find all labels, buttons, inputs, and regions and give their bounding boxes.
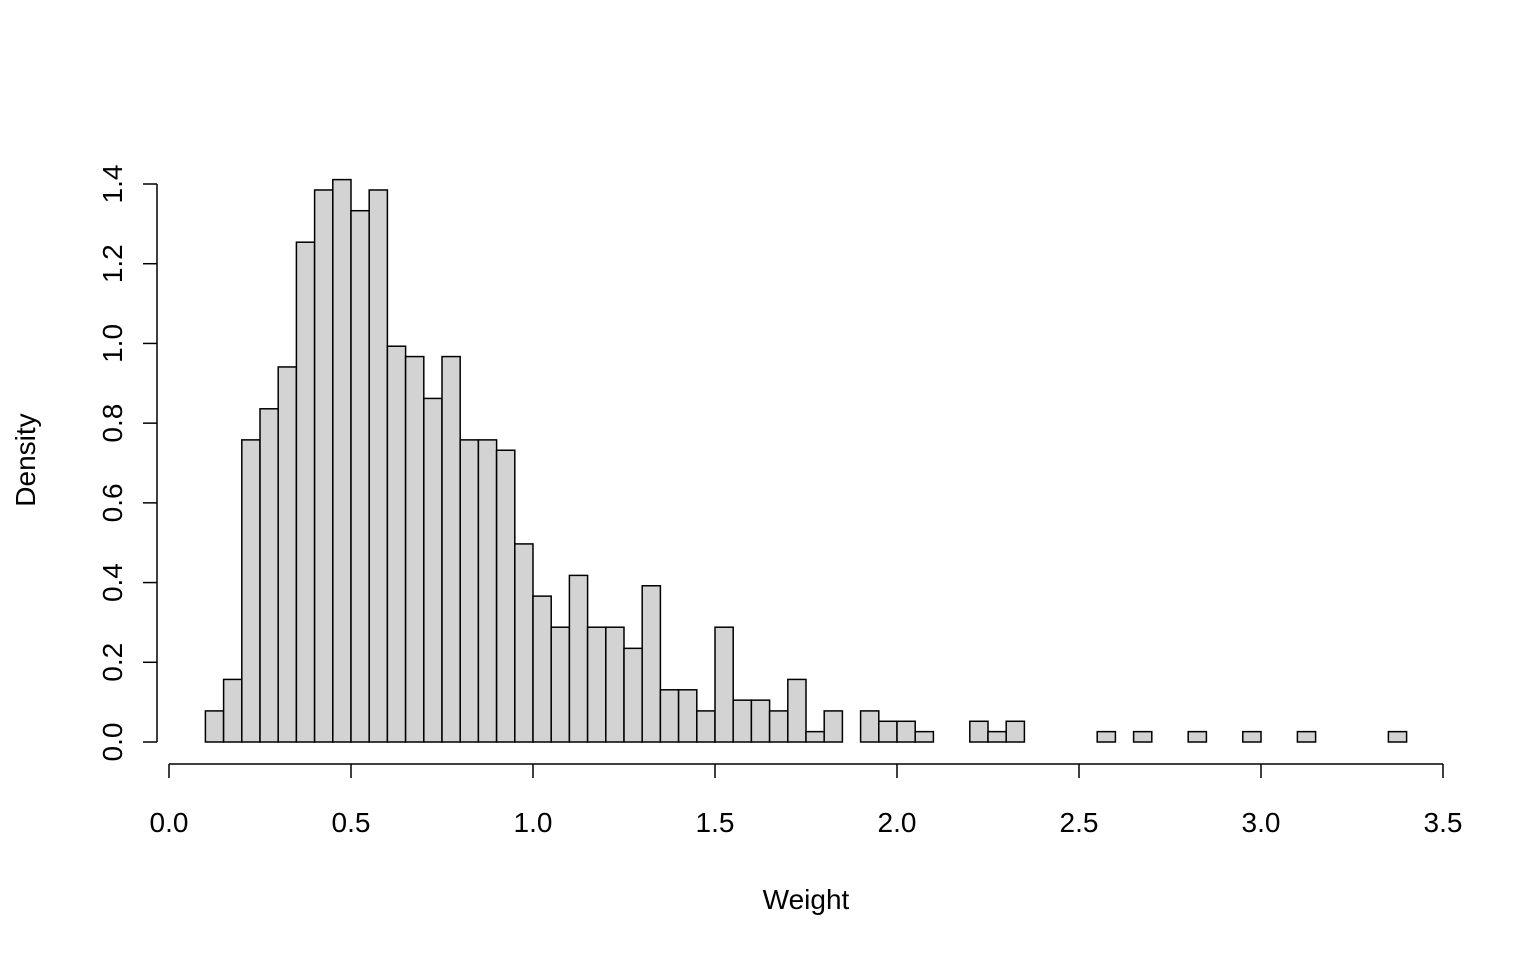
histogram-bar (259, 408, 279, 743)
histogram-bar (805, 730, 825, 743)
histogram-bar (969, 720, 989, 743)
histogram-bar (295, 241, 316, 743)
x-tick-label: 0.0 (150, 807, 189, 838)
histogram-bar (477, 439, 498, 743)
histogram-bar (641, 585, 662, 743)
histogram-bar (332, 178, 352, 743)
histogram-bar (568, 574, 589, 743)
histogram-bar (823, 710, 844, 743)
x-axis-label: Weight (763, 884, 850, 915)
histogram-bar (514, 543, 534, 743)
histogram-bar (732, 699, 753, 743)
x-axis: 0.0 0.5 1.0 1.5 2.0 2.5 3.0 3.5 (150, 763, 1463, 838)
histogram-bar (313, 189, 334, 743)
histogram-bar (1005, 720, 1026, 743)
histogram-bar (1296, 730, 1317, 743)
histogram-bar (1096, 730, 1117, 743)
x-tick-label: 0.5 (332, 807, 371, 838)
histogram-bar (696, 710, 716, 743)
histogram-bar (1242, 730, 1262, 743)
histogram-bar (787, 678, 807, 743)
histogram-bar (1387, 730, 1408, 743)
histogram-bar (241, 439, 261, 743)
y-tick-label: 1.2 (97, 244, 128, 283)
histogram-bar (768, 710, 789, 743)
histogram-bar (896, 720, 916, 743)
y-tick-label: 0.8 (97, 404, 128, 443)
histogram-bar (495, 449, 516, 743)
histogram-bar (914, 730, 935, 743)
histogram-bar (1187, 730, 1208, 743)
x-tick-label: 1.5 (696, 807, 735, 838)
y-axis-label: Density (10, 413, 41, 506)
histogram-bar (623, 647, 643, 743)
y-tick-label: 0.6 (97, 483, 128, 522)
histogram-bar (277, 366, 298, 743)
histogram-bar (586, 626, 607, 743)
histogram-bar (204, 710, 225, 743)
histogram-bar (459, 439, 480, 743)
histogram-bar (441, 355, 461, 743)
x-tick-label: 3.5 (1424, 807, 1463, 838)
histogram-bar (404, 355, 425, 743)
histogram-bar (605, 626, 625, 743)
histogram-bar (659, 689, 680, 743)
histogram-bar (423, 397, 443, 743)
histogram-bar (532, 595, 552, 743)
histogram-bar (350, 209, 370, 743)
histogram-bar (1132, 730, 1153, 743)
histogram-bar (750, 699, 771, 743)
y-tick-label: 0.4 (97, 563, 128, 602)
x-tick-label: 3.0 (1242, 807, 1281, 838)
x-tick-label: 2.0 (878, 807, 917, 838)
y-tick-label: 1.0 (97, 324, 128, 363)
x-tick-label: 1.0 (514, 807, 553, 838)
histogram-bar (368, 189, 389, 743)
histogram-bar (859, 710, 880, 743)
histogram-bar (550, 626, 571, 743)
bars-group (204, 178, 1408, 743)
y-tick-label: 0.2 (97, 643, 128, 682)
histogram-bar (386, 345, 407, 743)
histogram-bar (987, 730, 1007, 743)
y-axis: 0.0 0.2 0.4 0.6 0.8 1.0 1.2 1.4 (97, 165, 158, 762)
histogram-bar (714, 626, 734, 743)
y-tick-label: 1.4 (97, 165, 128, 204)
histogram-bar (878, 720, 898, 743)
x-tick-label: 2.5 (1060, 807, 1099, 838)
y-tick-label: 0.0 (97, 723, 128, 762)
histogram-bar (222, 678, 243, 743)
histogram-bar (677, 689, 698, 743)
